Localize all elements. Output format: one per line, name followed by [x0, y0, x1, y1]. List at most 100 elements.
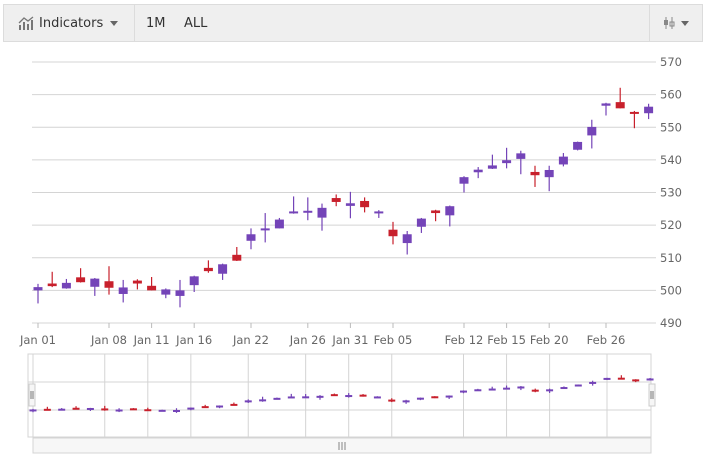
candle-body — [289, 211, 299, 214]
candle-body — [374, 211, 384, 214]
candle — [76, 268, 86, 283]
candle-body — [646, 378, 654, 381]
candle — [502, 147, 512, 169]
candle-body — [132, 280, 142, 284]
candle-body — [517, 386, 525, 389]
candle-body — [488, 388, 496, 391]
navigator-frame — [27, 353, 652, 438]
navigator-candle — [431, 396, 439, 399]
candle-body — [460, 390, 467, 393]
candle-body — [303, 210, 313, 213]
navigator-right-handle[interactable] — [648, 383, 656, 407]
divider — [134, 5, 135, 41]
navigator-candle — [316, 395, 324, 400]
candle — [644, 103, 654, 120]
divider — [649, 5, 650, 41]
candle-body — [601, 103, 611, 106]
candle-body — [644, 106, 654, 114]
candle-body — [274, 219, 284, 229]
candle-body — [144, 409, 152, 412]
navigator-candle — [617, 375, 625, 380]
candle-body — [187, 407, 195, 410]
range-1m-button[interactable]: 1M — [146, 15, 166, 31]
candle-body — [431, 396, 439, 399]
x-tick-label: Jan 16 — [175, 333, 212, 347]
navigator-candle — [488, 386, 496, 391]
candle-body — [589, 381, 597, 384]
candle-body — [632, 379, 640, 382]
y-tick-label: 560 — [660, 88, 682, 102]
candle-body — [560, 387, 568, 390]
navigator-candle — [531, 388, 539, 393]
candle — [175, 279, 185, 308]
navigator-candle — [330, 393, 338, 397]
navigator-candle — [58, 408, 66, 411]
navigator-candle — [43, 406, 51, 411]
x-tick-label: Feb 26 — [587, 333, 626, 347]
candle-body — [573, 141, 583, 150]
candle-body — [47, 283, 57, 287]
candle — [33, 283, 43, 304]
candle — [118, 279, 128, 303]
candle-body — [388, 399, 396, 402]
x-tick-label: Jan 11 — [133, 333, 170, 347]
candle-body — [615, 102, 625, 109]
navigator-candle — [86, 407, 94, 411]
indicators-dropdown[interactable]: Indicators — [18, 5, 119, 41]
navigator-left-handle[interactable] — [28, 383, 36, 407]
navigator-candle — [546, 388, 554, 393]
candle-body — [516, 153, 526, 159]
navigator-candle — [115, 408, 123, 413]
candle-body — [531, 389, 539, 392]
navigator-candle — [259, 396, 267, 402]
candle-body — [459, 177, 469, 184]
candle-body — [216, 405, 224, 408]
series-type-dropdown[interactable] — [662, 5, 689, 41]
candlestick-settings-icon — [664, 17, 675, 29]
candle-body — [76, 277, 86, 283]
candle — [459, 176, 469, 193]
x-tick-label: Feb 12 — [445, 333, 484, 347]
candle-body — [43, 408, 51, 411]
candle-body — [218, 264, 228, 274]
candle-body — [629, 111, 639, 114]
candle — [104, 266, 114, 295]
candle-body — [244, 400, 252, 403]
candle-body — [445, 206, 455, 216]
candle-body — [473, 169, 483, 173]
navigator-candle — [230, 402, 238, 406]
candle — [601, 102, 611, 116]
candle — [573, 141, 583, 151]
candle-body — [544, 169, 554, 178]
navigator-candle — [460, 390, 467, 394]
candle-body — [587, 126, 597, 136]
candle-body — [416, 218, 426, 227]
candle-body — [402, 234, 412, 244]
candle — [402, 230, 412, 255]
candle-body — [388, 229, 398, 237]
candle-body — [431, 210, 441, 214]
candle-body — [316, 395, 324, 398]
range-all-button[interactable]: ALL — [184, 15, 208, 31]
y-tick-label: 540 — [660, 153, 682, 167]
candle — [61, 278, 71, 289]
candle — [289, 196, 299, 214]
navigator-candle — [402, 399, 410, 404]
navigator-candle — [345, 393, 353, 398]
candle — [232, 246, 242, 262]
candle — [189, 275, 199, 293]
candle-body — [129, 408, 137, 411]
candle — [516, 150, 526, 175]
indicators-label: Indicators — [39, 15, 104, 31]
candle-body — [359, 394, 367, 397]
candle-body — [61, 282, 71, 289]
candle-body — [502, 160, 512, 164]
navigator-candle — [173, 408, 180, 413]
candle — [161, 288, 171, 299]
candle — [303, 197, 313, 221]
navigator-candle — [589, 380, 597, 386]
navigator-candle — [216, 405, 224, 409]
candle — [360, 197, 370, 213]
navigator-candle — [101, 405, 109, 411]
navigator[interactable] — [27, 353, 656, 454]
